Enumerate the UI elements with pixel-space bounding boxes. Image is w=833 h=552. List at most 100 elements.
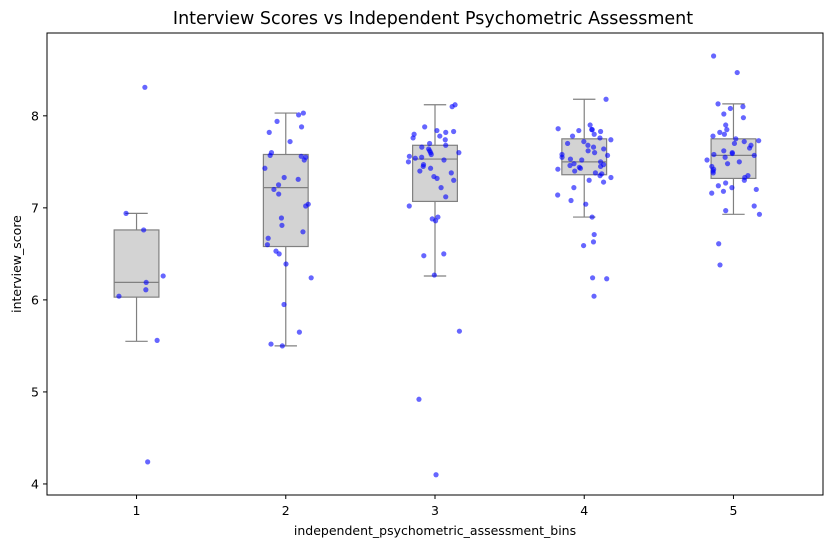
data-point	[456, 150, 462, 156]
data-point	[154, 337, 160, 343]
data-point	[406, 153, 412, 159]
data-point	[597, 128, 604, 135]
data-point	[709, 190, 715, 196]
data-point	[116, 293, 122, 299]
data-point	[420, 163, 426, 170]
data-point	[567, 156, 574, 162]
data-point	[434, 175, 440, 182]
data-point	[451, 177, 457, 183]
data-point	[449, 104, 455, 110]
data-point	[281, 301, 287, 308]
points-group-5	[704, 53, 763, 268]
data-point	[571, 161, 577, 167]
data-point	[753, 186, 759, 193]
data-point	[419, 154, 425, 160]
data-point	[276, 191, 282, 197]
data-point	[264, 242, 271, 248]
data-point	[715, 183, 721, 189]
data-point	[716, 241, 722, 247]
y-tick-label: 7	[31, 200, 39, 215]
data-point	[741, 177, 747, 183]
data-point	[278, 215, 285, 221]
data-point	[591, 131, 597, 137]
data-point	[555, 126, 561, 132]
data-point	[603, 96, 609, 102]
data-point	[303, 203, 309, 209]
data-point	[583, 201, 589, 207]
data-point	[717, 129, 723, 135]
data-point	[410, 135, 416, 141]
data-point	[441, 157, 447, 163]
data-point	[568, 197, 574, 204]
data-point	[711, 53, 717, 59]
y-axis: 4 5 6 7 8	[31, 108, 47, 491]
data-point	[274, 118, 280, 124]
data-point	[710, 170, 716, 176]
data-point	[295, 176, 301, 182]
data-point	[756, 211, 763, 217]
data-point	[443, 129, 449, 135]
data-point	[740, 104, 746, 110]
data-point	[434, 127, 440, 134]
data-point	[427, 140, 433, 147]
data-point	[559, 154, 565, 160]
data-point	[591, 293, 597, 299]
data-point	[569, 133, 576, 139]
data-point	[597, 173, 603, 179]
data-point	[721, 131, 727, 137]
data-point	[710, 133, 716, 139]
data-point	[433, 472, 439, 478]
data-point	[704, 157, 710, 163]
points-group-3	[405, 102, 463, 478]
data-point	[432, 218, 439, 224]
data-point	[589, 214, 595, 220]
data-point	[589, 127, 595, 133]
x-tick-label: 2	[282, 503, 290, 518]
data-point	[751, 203, 757, 209]
data-point	[298, 153, 304, 159]
points-group-1	[116, 84, 166, 465]
data-point	[711, 151, 717, 158]
data-point	[416, 396, 422, 402]
x-tick-label: 3	[431, 503, 439, 518]
data-point	[724, 161, 731, 167]
data-point	[283, 261, 289, 267]
data-point	[441, 251, 447, 257]
data-point	[564, 140, 571, 147]
data-point	[287, 138, 293, 145]
data-point	[734, 69, 740, 76]
data-point	[417, 168, 423, 174]
data-point	[442, 137, 448, 143]
data-point	[428, 151, 434, 158]
box-iqr	[113, 229, 160, 298]
data-point	[600, 179, 607, 185]
data-point	[145, 459, 151, 465]
data-point	[438, 185, 444, 191]
data-point	[300, 110, 306, 116]
data-point	[585, 148, 591, 154]
data-point	[604, 276, 610, 282]
data-point	[727, 105, 733, 112]
data-point	[581, 138, 587, 145]
y-axis-label: interview_score	[9, 215, 24, 313]
data-point	[585, 142, 591, 148]
data-point	[451, 128, 457, 135]
data-point	[740, 115, 747, 121]
data-point	[301, 157, 307, 163]
data-point	[276, 251, 282, 257]
data-point	[567, 162, 573, 169]
data-point	[300, 229, 306, 235]
y-tick-label: 4	[31, 476, 39, 491]
data-point	[589, 275, 596, 281]
data-point	[265, 235, 271, 241]
data-point	[717, 262, 723, 268]
data-point	[268, 341, 274, 347]
data-point	[591, 231, 597, 238]
data-point	[721, 148, 727, 154]
data-point	[590, 144, 597, 150]
data-point	[736, 159, 742, 165]
chart-title: Interview Scores vs Independent Psychome…	[173, 9, 693, 29]
data-point	[443, 194, 449, 200]
plot-area	[113, 53, 763, 478]
